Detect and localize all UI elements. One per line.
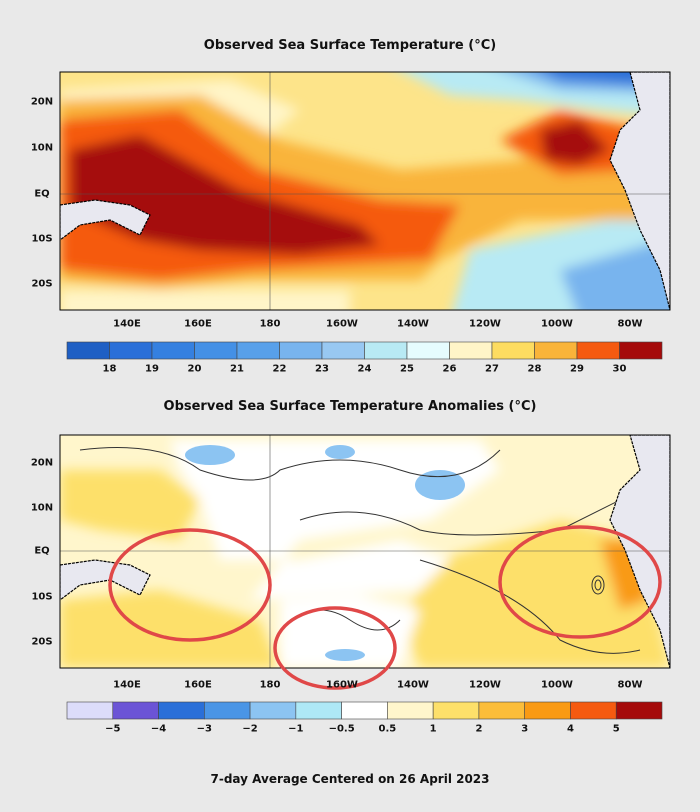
colorbar-tick: −5 [105,723,121,735]
colorbar-tick: 0.5 [378,723,397,735]
colorbar-tick: 26 [442,363,457,375]
colorbar-cell [66,701,114,720]
lat-label: 20N [30,457,54,469]
colorbar-cell [249,701,297,720]
lon-label: 160E [184,679,212,691]
colorbar-cell [295,701,342,720]
colorbar-cell [524,701,571,720]
colorbar-tick: 29 [570,363,584,375]
top-map-title: Observed Sea Surface Temperature (°C) [203,38,497,53]
colorbar-tick: 20 [187,363,202,375]
colorbar-cell [66,341,110,360]
lon-label: 180 [259,679,281,691]
lon-label: 140E [113,679,141,691]
lon-label: 140W [397,679,429,691]
lat-label: 20S [31,636,53,648]
colorbar-cell [321,341,365,360]
lon-label: 120W [469,318,501,330]
colorbar-tick: −4 [150,723,167,735]
lat-label: 20N [30,96,54,108]
colorbar-cell [341,701,388,720]
colorbar-tick: 27 [485,363,499,375]
colorbar-tick: 24 [357,363,372,375]
lat-label: 10N [30,502,54,514]
colorbar-cell [406,341,450,360]
colorbar-cell [432,701,480,720]
lat-label: 20S [31,278,53,290]
colorbar-cell [364,341,408,360]
colorbar-tick: 3 [521,723,529,735]
footer-caption: 7-day Average Centered on 26 April 2023 [210,772,490,786]
lon-label: 160E [184,318,212,330]
highlight-circle-west [108,528,272,642]
colorbar-tick: 1 [429,723,437,735]
lon-label: 80W [617,318,643,330]
lon-label: 100W [541,679,573,691]
colorbar-tick: 5 [612,723,620,735]
lat-label: 10S [31,233,53,245]
colorbar-tick: 19 [145,363,159,375]
colorbar-cell [112,701,159,720]
colorbar-tick: 25 [400,363,414,375]
lon-label: 180 [259,318,281,330]
lat-label: EQ [34,188,50,200]
colorbar-tick: 21 [230,363,244,375]
colorbar-cell [534,341,578,360]
lon-label: 100W [541,318,573,330]
colorbar-tick: −2 [242,723,258,735]
colorbar-tick: 28 [527,363,542,375]
colorbar-tick: 4 [566,723,574,735]
colorbar-cell [576,341,620,360]
lon-label: 140E [113,318,141,330]
highlight-circle-east [498,525,662,639]
lat-label: 10S [31,591,53,603]
colorbar-cell [236,341,280,360]
sst-map [60,72,670,310]
colorbar-tick: 23 [315,363,329,375]
colorbar-cell [109,341,153,360]
bottom-map-title: Observed Sea Surface Temperature Anomali… [163,399,537,414]
lon-label: 80W [617,679,643,691]
colorbar-cell [151,341,195,360]
anomaly-colorbar [66,701,663,720]
colorbar-cell [619,341,663,360]
highlight-circle-south [273,606,397,690]
colorbar-cell [204,701,251,720]
lat-label: EQ [34,545,50,557]
colorbar-cell [158,701,205,720]
colorbar-tick: −0.5 [328,723,355,735]
lat-label: 10N [30,142,54,154]
colorbar-cell [279,341,323,360]
lon-label: 160W [326,679,358,691]
colorbar-tick: 2 [475,723,483,735]
colorbar-cell [491,341,535,360]
colorbar-tick: −3 [196,723,212,735]
lon-label: 120W [469,679,501,691]
colorbar-cell [387,701,434,720]
lon-label: 140W [397,318,429,330]
colorbar-tick: 22 [272,363,287,375]
colorbar-tick: 18 [102,363,117,375]
colorbar-cell [570,701,617,720]
colorbar-cell [194,341,238,360]
colorbar-tick: −1 [288,723,304,735]
sst-colorbar [66,341,663,360]
lon-label: 160W [326,318,358,330]
sst-anomaly-map [60,435,670,668]
colorbar-cell [449,341,493,360]
colorbar-cell [615,701,663,720]
colorbar-cell [478,701,525,720]
colorbar-tick: 30 [612,363,627,375]
